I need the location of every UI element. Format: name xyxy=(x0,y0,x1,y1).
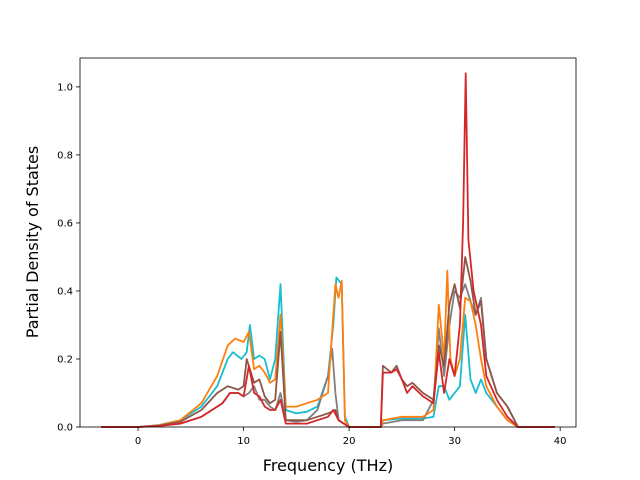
y-tick-label: 0.6 xyxy=(57,218,73,229)
y-axis-ticks: 0.0 0.2 0.4 0.6 0.8 1.0 xyxy=(57,82,80,434)
x-axis-ticks: 0 10 20 30 40 xyxy=(135,427,567,447)
y-tick-label: 0.4 xyxy=(57,286,73,297)
x-tick-label: 40 xyxy=(554,436,567,447)
plot-frame xyxy=(79,57,577,428)
y-tick-label: 0.0 xyxy=(57,423,73,434)
series-line-1 xyxy=(101,276,555,428)
series-line-4 xyxy=(101,256,555,428)
series-line-3 xyxy=(101,269,555,428)
y-tick-label: 0.8 xyxy=(57,150,73,161)
series-lines xyxy=(101,72,555,428)
y-axis-label: Partial Density of States xyxy=(23,146,42,338)
x-tick-label: 10 xyxy=(237,436,250,447)
x-tick-label: 0 xyxy=(135,436,141,447)
y-tick-label: 1.0 xyxy=(57,82,73,93)
x-axis-label: Frequency (THz) xyxy=(263,456,393,475)
x-tick-label: 20 xyxy=(343,436,356,447)
x-tick-label: 30 xyxy=(448,436,461,447)
y-tick-label: 0.2 xyxy=(57,354,73,365)
